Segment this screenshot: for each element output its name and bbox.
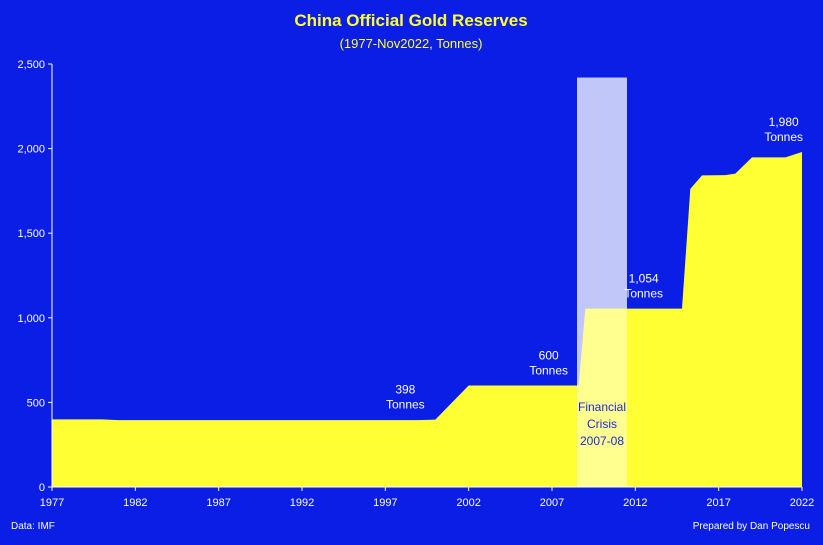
y-tick-label-0: 0 bbox=[39, 482, 45, 494]
source-note: Data: IMF bbox=[11, 521, 55, 532]
x-tick-label-9: 2022 bbox=[790, 497, 814, 509]
x-tick-label-1: 1982 bbox=[123, 497, 147, 509]
x-tick-label-7: 2012 bbox=[623, 497, 647, 509]
x-tick-label-8: 2017 bbox=[706, 497, 730, 509]
x-tick-label-4: 1997 bbox=[373, 497, 397, 509]
y-tick-label-1: 500 bbox=[27, 397, 45, 409]
x-tick-label-6: 2007 bbox=[540, 497, 564, 509]
y-tick-label-4: 2,000 bbox=[17, 144, 45, 156]
chart-title: China Official Gold Reserves bbox=[294, 11, 527, 30]
y-tick-label-3: 1,500 bbox=[17, 228, 45, 240]
plot-area: Financial Crisis 2007-08 0 500 1,000 1,500 2,00… bbox=[17, 59, 814, 509]
x-tick-label-0: 1977 bbox=[40, 497, 64, 509]
y-tick-label-2: 1,000 bbox=[17, 313, 45, 325]
x-tick-label-3: 1992 bbox=[290, 497, 314, 509]
annotation-0-line-0: 398 bbox=[395, 383, 415, 397]
financial-crisis-overlay bbox=[577, 77, 627, 487]
x-tick-label-5: 2002 bbox=[456, 497, 480, 509]
area-series-0 bbox=[52, 151, 802, 487]
annotation-2-line-0: 1,054 bbox=[629, 272, 659, 286]
crisis-label-line-2: 2007-08 bbox=[580, 434, 624, 448]
annotation-1-line-1: Tonnes bbox=[529, 363, 568, 377]
annotation-0-line-1: Tonnes bbox=[386, 398, 425, 412]
credit-note: Prepared by Dan Popescu bbox=[693, 521, 810, 532]
chart-subtitle: (1977-Nov2022, Tonnes) bbox=[340, 36, 483, 51]
crisis-label-line-1: Crisis bbox=[587, 417, 617, 431]
crisis-label-line-0: Financial bbox=[578, 400, 626, 414]
x-tick-label-2: 1987 bbox=[206, 497, 230, 509]
annotation-3-line-0: 1,980 bbox=[769, 115, 799, 129]
y-tick-label-5: 2,500 bbox=[17, 59, 45, 71]
annotation-3-line-1: Tonnes bbox=[764, 130, 803, 144]
annotation-2-line-1: Tonnes bbox=[624, 287, 663, 301]
annotation-1-line-0: 600 bbox=[539, 348, 559, 362]
